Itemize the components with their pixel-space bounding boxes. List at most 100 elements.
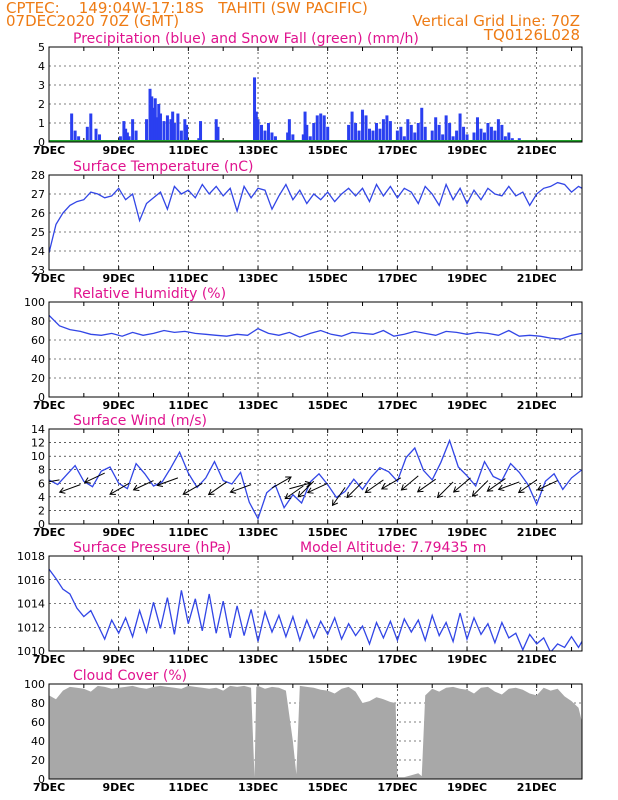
precip-bar: [388, 121, 392, 142]
humidity-ytick-label: 0: [38, 391, 45, 404]
humidity-title: Relative Humidity (%): [73, 286, 226, 302]
cloud-ytick-label: 80: [31, 697, 45, 710]
cloud-xtick-label: 17DEC: [377, 781, 417, 794]
precip-bar: [171, 111, 175, 142]
wind-xtick-label: 21DEC: [517, 526, 557, 539]
cloud-xtick-label: 15DEC: [308, 781, 348, 794]
precip-bar: [312, 123, 316, 142]
cloud-xtick-label: 7DEC: [33, 781, 65, 794]
wind-arrow-shaft: [297, 480, 315, 498]
wind-arrow-shaft: [472, 480, 489, 497]
humidity-series-line: [49, 314, 582, 340]
wind-arrow-shaft: [49, 479, 60, 483]
cloud-xtick-label: 19DEC: [447, 781, 487, 794]
cloud-xtick-label: 21DEC: [517, 781, 557, 794]
wind-arrow-head: [380, 483, 388, 490]
pressure-xtick-label: 9DEC: [102, 653, 134, 666]
precip-bar: [263, 130, 267, 142]
precip-bar: [157, 104, 161, 142]
wind-arrow-head: [486, 485, 494, 492]
wind-arrow-head: [58, 487, 66, 494]
precip-bar: [402, 136, 406, 142]
wind-series-line: [49, 438, 582, 521]
humidity-ytick-label: 20: [31, 372, 45, 385]
temperature-xtick-label: 13DEC: [238, 272, 278, 285]
precip-bar: [361, 109, 365, 142]
wind-arrow-head: [285, 476, 292, 483]
wind-arrow-head: [416, 486, 424, 493]
precip-ytick-label: 0: [38, 136, 45, 149]
pressure-xtick-label: 15DEC: [308, 653, 348, 666]
temperature-xtick-label: 9DEC: [102, 272, 134, 285]
wind-arrow-head: [346, 491, 353, 499]
wind-xtick-label: 17DEC: [377, 526, 417, 539]
precip-bar: [455, 130, 459, 142]
temperature-xtick-label: 21DEC: [517, 272, 557, 285]
precip-bar: [94, 128, 98, 142]
temperature-frame: [48, 174, 583, 271]
wind-arrow-head: [207, 489, 215, 496]
precip-bar: [423, 126, 427, 142]
precip-bar: [260, 124, 264, 142]
wind-arrow-head: [452, 486, 460, 493]
cloud-cover-area: [49, 685, 582, 779]
wind-ytick-label: 6: [38, 477, 45, 490]
precip-bar: [399, 126, 403, 142]
precip-bar: [486, 123, 490, 142]
wind-arrow-shaft: [109, 482, 130, 495]
precip-bar: [122, 121, 126, 142]
cloud-ytick-label: 60: [31, 716, 45, 729]
precip-bar: [169, 119, 173, 142]
wind-xtick-label: 9DEC: [102, 526, 134, 539]
precip-bar: [127, 136, 131, 142]
pressure-panel: 1010 1012 1014 1016 1018 7DEC 9DEC 11DEC 13DEC 15…: [17, 540, 583, 666]
precip-bar: [319, 113, 323, 142]
cloud-ytick-label: 0: [38, 773, 45, 786]
precip-xtick-label: 19DEC: [447, 144, 487, 157]
humidity-panel: 0 20 40 60 80 100 7DEC 9DEC 11DEC 13DEC 15DEC 17DEC…: [24, 286, 583, 412]
precip-bar: [357, 130, 361, 142]
precip-xtick-label: 7DEC: [33, 144, 65, 157]
wind-arrow-shaft: [487, 478, 506, 492]
wind-arrow-shaft: [518, 479, 537, 493]
wind-arrow-head: [297, 491, 304, 498]
precip-bar: [437, 124, 441, 142]
precip-bar: [98, 134, 102, 142]
pressure-ytick-label: 1016: [17, 574, 45, 587]
precip-bar: [489, 126, 493, 142]
pressure-xtick-label: 17DEC: [377, 653, 417, 666]
precip-xtick-label: 15DEC: [308, 144, 348, 157]
pressure-series-line: [49, 568, 582, 651]
wind-arrow-head: [436, 491, 444, 499]
pressure-annotation: Model Altitude: 7.79435 m: [300, 540, 486, 556]
precip-bar: [385, 115, 389, 142]
precip-bar: [479, 128, 483, 142]
pressure-title: Surface Pressure (hPa): [73, 540, 231, 556]
wind-arrow-head: [517, 486, 525, 494]
precip-bar: [254, 111, 258, 142]
precip-bar: [148, 88, 152, 142]
precip-bar: [270, 132, 274, 142]
precip-panel: 0 1 2 3 4 5 7DEC 9DEC 11DEC 13DEC 15DEC 17DEC 19DEC 2…: [33, 31, 583, 157]
precip-bar: [434, 117, 438, 142]
precip-bar: [145, 119, 149, 142]
wind-arrow-shaft: [417, 478, 436, 493]
precip-ytick-label: 4: [38, 60, 45, 73]
precip-bar: [152, 107, 156, 142]
precip-xtick-label: 21DEC: [517, 144, 557, 157]
precip-bar: [409, 124, 413, 142]
precip-bar: [493, 130, 497, 142]
cloud-ytick-label: 40: [31, 735, 45, 748]
pressure-ytick-label: 1014: [17, 598, 45, 611]
wind-arrow-shaft: [537, 480, 558, 491]
wind-arrow-head: [536, 484, 544, 491]
humidity-xtick-label: 9DEC: [102, 399, 134, 412]
wind-arrow-shaft: [401, 475, 419, 491]
wind-ytick-label: 12: [31, 437, 45, 450]
precip-bar: [416, 123, 420, 142]
precip-bar: [73, 130, 77, 142]
wind-arrow-head: [306, 487, 314, 494]
precip-bar: [125, 132, 129, 142]
temperature-title: Surface Temperature (nC): [73, 159, 254, 175]
